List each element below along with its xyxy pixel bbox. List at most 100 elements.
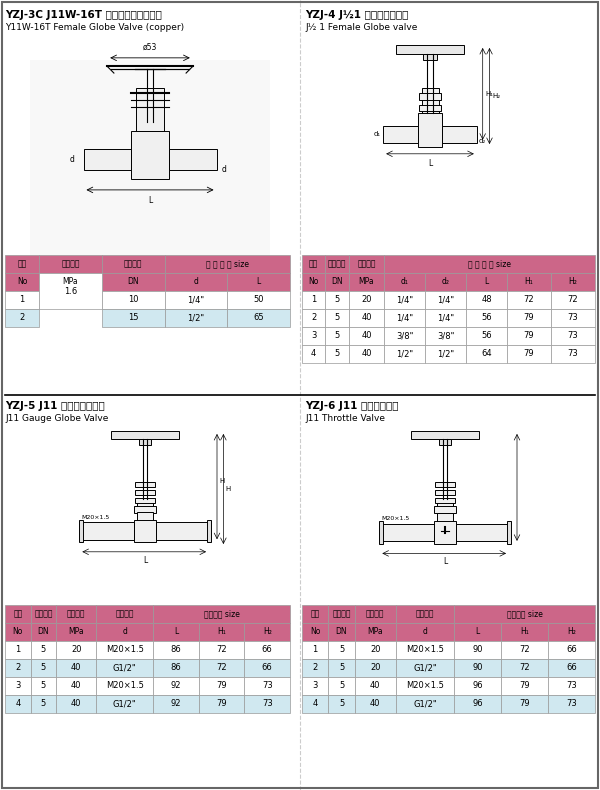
- Bar: [454, 623, 501, 641]
- Bar: [328, 641, 355, 659]
- Text: 73: 73: [262, 682, 272, 690]
- Bar: [349, 309, 384, 327]
- Bar: [548, 695, 595, 713]
- Text: 92: 92: [171, 699, 181, 709]
- Text: 73: 73: [262, 699, 272, 709]
- Text: 工作壓力: 工作壓力: [366, 610, 385, 619]
- Bar: [227, 273, 290, 291]
- Text: 2: 2: [313, 664, 318, 672]
- Text: 1/4": 1/4": [437, 295, 454, 304]
- Text: 40: 40: [361, 332, 372, 340]
- Text: 1: 1: [19, 295, 25, 304]
- Bar: [548, 659, 595, 677]
- Text: 20: 20: [71, 645, 82, 654]
- Bar: [5, 309, 39, 327]
- Text: d₁: d₁: [401, 277, 409, 287]
- Text: 79: 79: [216, 682, 227, 690]
- Bar: [134, 491, 155, 495]
- Bar: [244, 695, 290, 713]
- Bar: [325, 273, 349, 291]
- Bar: [396, 659, 454, 677]
- Bar: [153, 695, 199, 713]
- Bar: [548, 641, 595, 659]
- Text: 公稱通徑: 公稱通徑: [124, 259, 143, 269]
- Text: 工作壓力: 工作壓力: [67, 610, 86, 619]
- Bar: [551, 345, 595, 363]
- Bar: [442, 126, 477, 143]
- Bar: [501, 641, 548, 659]
- Text: MPa: MPa: [367, 627, 383, 637]
- Bar: [302, 273, 325, 291]
- Bar: [153, 677, 199, 695]
- Text: No: No: [308, 277, 319, 287]
- Text: 5: 5: [41, 664, 46, 672]
- Text: L: L: [148, 196, 152, 205]
- Text: 20: 20: [370, 645, 380, 654]
- Bar: [349, 327, 384, 345]
- Text: 65: 65: [253, 314, 264, 322]
- Text: M20×1.5: M20×1.5: [106, 682, 143, 690]
- Text: 4: 4: [15, 699, 20, 709]
- Text: 1/4": 1/4": [396, 295, 413, 304]
- Text: H: H: [226, 486, 231, 492]
- Bar: [501, 659, 548, 677]
- Bar: [302, 623, 328, 641]
- Bar: [328, 659, 355, 677]
- Text: 72: 72: [520, 664, 530, 672]
- Bar: [384, 309, 425, 327]
- Bar: [5, 623, 31, 641]
- Bar: [396, 641, 454, 659]
- Bar: [507, 291, 551, 309]
- Text: 表頭螺紋: 表頭螺紋: [115, 610, 134, 619]
- Text: M20×1.5: M20×1.5: [406, 645, 444, 654]
- Bar: [501, 677, 548, 695]
- Text: 3: 3: [311, 332, 316, 340]
- Bar: [466, 273, 507, 291]
- Text: H₂: H₂: [567, 627, 576, 637]
- Bar: [437, 499, 453, 507]
- Text: L: L: [443, 558, 447, 566]
- Bar: [102, 291, 164, 309]
- Text: 73: 73: [566, 682, 577, 690]
- Bar: [355, 659, 396, 677]
- Text: H₂: H₂: [263, 627, 272, 637]
- Bar: [39, 255, 102, 273]
- Text: No: No: [17, 277, 27, 287]
- Text: YZJ-3C J11W-16T 型內螺紋銅制截止閥: YZJ-3C J11W-16T 型內螺紋銅制截止閥: [5, 10, 162, 20]
- Text: L: L: [476, 627, 480, 637]
- Bar: [39, 273, 102, 291]
- Bar: [325, 309, 349, 327]
- Text: 4: 4: [313, 699, 318, 709]
- Text: 2: 2: [19, 314, 25, 322]
- Bar: [79, 520, 83, 542]
- Text: d: d: [194, 277, 199, 287]
- Text: 1/2": 1/2": [396, 349, 413, 359]
- Text: 外 形 尺 寸 size: 外 形 尺 寸 size: [468, 259, 511, 269]
- Text: J11 Gauge Globe Valve: J11 Gauge Globe Valve: [5, 414, 109, 423]
- Bar: [328, 677, 355, 695]
- Text: 90: 90: [473, 664, 483, 672]
- Bar: [164, 255, 290, 273]
- Bar: [227, 309, 290, 327]
- Bar: [199, 695, 244, 713]
- Bar: [328, 605, 355, 623]
- Bar: [551, 273, 595, 291]
- Text: 5: 5: [339, 645, 344, 654]
- Text: 序號: 序號: [17, 259, 27, 269]
- Text: 5: 5: [339, 699, 344, 709]
- Text: MPa: MPa: [63, 277, 79, 287]
- Bar: [102, 255, 164, 273]
- Text: M20×1.5: M20×1.5: [406, 682, 444, 690]
- Bar: [302, 695, 328, 713]
- Bar: [454, 641, 501, 659]
- Text: d: d: [422, 627, 427, 637]
- Bar: [454, 677, 501, 695]
- Text: 79: 79: [520, 699, 530, 709]
- Text: No: No: [13, 627, 23, 637]
- Bar: [134, 482, 155, 487]
- Bar: [328, 623, 355, 641]
- Text: MPa: MPa: [359, 277, 374, 287]
- Text: 40: 40: [361, 349, 372, 359]
- Text: 4: 4: [311, 349, 316, 359]
- Bar: [136, 88, 164, 131]
